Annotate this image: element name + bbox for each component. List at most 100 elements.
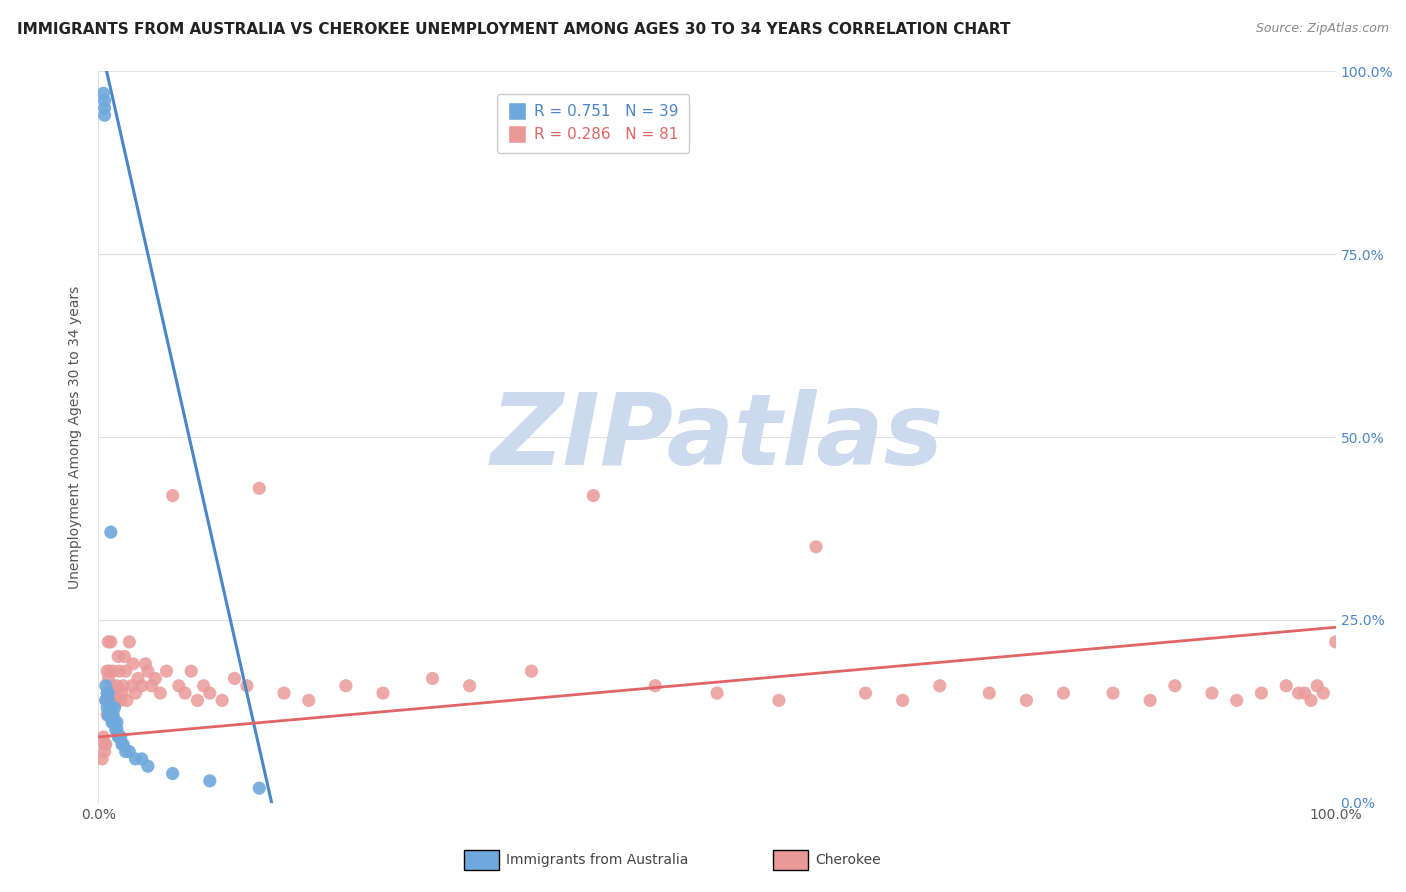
Point (105, 679, 128, 693)
Point (104, 723, 127, 737)
Point (458, 679, 481, 693)
Point (112, 649, 135, 664)
Point (93, 737, 115, 751)
Point (167, 679, 190, 693)
Point (93, 87, 115, 101)
Point (236, 679, 259, 693)
Point (162, 766, 184, 780)
Point (97, 635, 120, 649)
Point (94, 737, 117, 751)
Point (1275, 679, 1298, 693)
Point (804, 540, 827, 554)
Point (93, 101, 115, 115)
Point (1102, 686, 1125, 700)
Point (122, 657, 145, 671)
Point (121, 679, 143, 693)
Point (105, 715, 128, 730)
Point (101, 708, 124, 723)
Point (273, 686, 295, 700)
Point (112, 737, 135, 751)
Point (108, 664, 131, 678)
Point (112, 679, 135, 693)
Point (247, 481, 270, 495)
Point (93, 108, 115, 122)
Point (198, 686, 221, 700)
Point (768, 693, 790, 707)
Point (891, 693, 914, 707)
Point (111, 686, 134, 700)
Point (979, 686, 1001, 700)
Point (1306, 679, 1329, 693)
Point (1201, 686, 1223, 700)
Point (107, 730, 129, 744)
Point (100, 693, 122, 707)
Point (100, 635, 122, 649)
Point (644, 679, 666, 693)
Point (103, 664, 125, 678)
Point (105, 723, 128, 737)
Point (100, 525, 122, 540)
Point (91, 752, 114, 766)
Point (124, 686, 146, 700)
Point (1299, 693, 1322, 707)
Point (118, 635, 141, 649)
Point (107, 649, 129, 664)
Point (108, 730, 131, 744)
Point (1164, 679, 1187, 693)
Point (1015, 693, 1038, 707)
Point (1250, 686, 1272, 700)
Point (155, 664, 177, 678)
Point (97, 672, 120, 686)
Point (211, 693, 233, 707)
Y-axis label: Unemployment Among Ages 30 to 34 years: Unemployment Among Ages 30 to 34 years (69, 285, 83, 589)
Point (1312, 686, 1334, 700)
Point (180, 664, 202, 678)
Point (520, 664, 543, 678)
Text: IMMIGRANTS FROM AUSTRALIA VS CHEROKEE UNEMPLOYMENT AMONG AGES 30 TO 34 YEARS COR: IMMIGRANTS FROM AUSTRALIA VS CHEROKEE UN… (17, 22, 1011, 37)
Point (111, 737, 134, 751)
Point (1324, 635, 1347, 649)
Point (97, 693, 120, 707)
Point (174, 686, 197, 700)
Point (1052, 686, 1074, 700)
Point (706, 686, 728, 700)
Point (134, 657, 156, 671)
Point (98, 700, 121, 714)
Point (247, 781, 270, 796)
Point (94, 693, 117, 707)
Text: Source: ZipAtlas.com: Source: ZipAtlas.com (1256, 22, 1389, 36)
Text: Immigrants from Australia: Immigrants from Australia (506, 853, 689, 867)
Point (103, 715, 125, 730)
Point (97, 686, 120, 700)
Point (96, 700, 118, 714)
Point (1139, 693, 1161, 707)
Point (96, 693, 118, 707)
Point (298, 693, 321, 707)
Point (855, 686, 877, 700)
Point (103, 708, 125, 723)
Point (118, 745, 141, 759)
Point (131, 679, 153, 693)
Point (162, 489, 184, 503)
Point (141, 679, 163, 693)
Point (103, 700, 125, 714)
Point (103, 686, 125, 700)
Point (1288, 686, 1310, 700)
Point (93, 94, 115, 108)
Legend: R = 0.751   N = 39, R = 0.286   N = 81: R = 0.751 N = 39, R = 0.286 N = 81 (498, 94, 689, 153)
Point (1294, 686, 1316, 700)
Point (98, 664, 121, 678)
Point (96, 664, 118, 678)
Point (143, 672, 166, 686)
Point (582, 489, 605, 503)
Point (110, 693, 132, 707)
Point (422, 672, 444, 686)
Point (103, 715, 125, 730)
Point (131, 752, 153, 766)
Point (136, 664, 159, 678)
Point (104, 693, 127, 707)
Point (124, 752, 146, 766)
Point (98, 708, 121, 723)
Point (93, 730, 115, 744)
Point (96, 686, 118, 700)
